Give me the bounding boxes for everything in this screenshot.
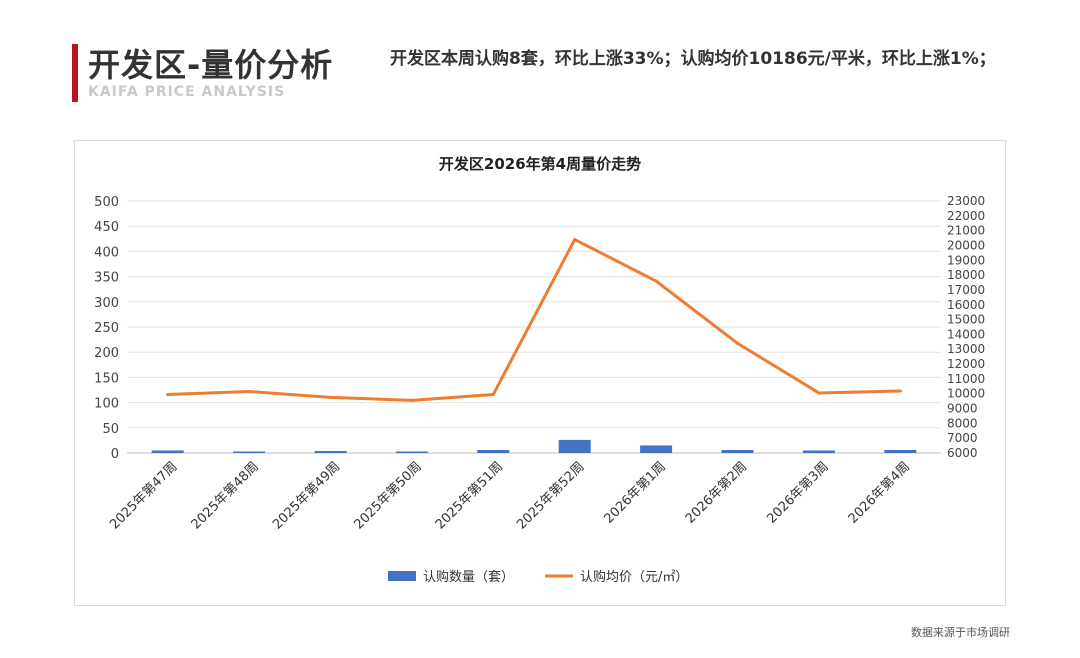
bar-3 <box>314 450 347 453</box>
y-left-tick-label: 350 <box>94 271 119 286</box>
y-left-tick-label: 450 <box>94 220 119 235</box>
y-right-tick-label: 18000 <box>947 268 985 282</box>
y-right-tick-label: 7000 <box>947 431 978 445</box>
bar-6 <box>558 439 591 453</box>
x-tick-label: 2026年第3周 <box>764 459 831 526</box>
x-tick-label: 2025年第51周 <box>433 459 506 532</box>
y-right-tick-label: 23000 <box>947 194 985 208</box>
y-left-tick-label: 500 <box>94 195 119 210</box>
y-right-tick-label: 22000 <box>947 209 985 223</box>
y-right-tick-label: 20000 <box>947 238 985 252</box>
bar-8 <box>721 449 754 453</box>
legend-label-line: 认购均价（元/㎡） <box>580 569 688 585</box>
y-left-tick-label: 150 <box>94 371 119 386</box>
price-point-5 <box>491 392 495 396</box>
price-line <box>166 238 902 402</box>
y-right-tick-label: 9000 <box>947 402 978 416</box>
y-left-tick-label: 200 <box>94 346 119 361</box>
chart-frame: 开发区2026年第4周量价走势 0 50 100 150 200 250 300 350 400 4… <box>74 140 1006 606</box>
y-right-tick-label: 21000 <box>947 224 985 238</box>
y-left-tick-label: 400 <box>94 245 119 260</box>
bar-9 <box>802 450 835 453</box>
price-point-1 <box>166 392 170 396</box>
x-tick-label: 2025年第47周 <box>107 459 180 532</box>
y-right-tick-label: 14000 <box>947 327 985 341</box>
y-left-tick-label: 100 <box>94 397 119 412</box>
y-right-tick-label: 12000 <box>947 357 985 371</box>
y-right-tick-label: 19000 <box>947 253 985 267</box>
price-point-10 <box>898 389 902 393</box>
bar-2 <box>233 451 266 453</box>
legend-swatch-bar <box>388 571 416 581</box>
x-tick-label: 2025年第52周 <box>514 459 587 532</box>
y-left-tick-label: 50 <box>102 422 119 437</box>
bar-1 <box>151 450 184 453</box>
volume-price-chart: 开发区2026年第4周量价走势 0 50 100 150 200 250 300 350 400 4… <box>94 155 985 585</box>
price-point-3 <box>329 395 332 399</box>
bar-5 <box>477 449 510 453</box>
x-tick-label: 2026年第4周 <box>846 459 913 526</box>
price-point-7 <box>654 279 658 283</box>
bar-7 <box>640 445 673 453</box>
x-tick-label: 2025年第49周 <box>270 459 343 532</box>
x-tick-label: 2025年第48周 <box>189 459 262 532</box>
bar-10 <box>884 449 917 453</box>
y-right-tick-label: 11000 <box>947 372 985 386</box>
summary-text: 开发区本周认购8套，环比上涨33%；认购均价10186元/平米，环比上涨1%； <box>390 49 996 69</box>
price-point-2 <box>247 389 251 393</box>
x-tick-label: 2026年第2周 <box>683 459 750 526</box>
y-right-tick-label: 13000 <box>947 342 985 356</box>
price-point-4 <box>410 398 414 402</box>
y-right-tick-label: 8000 <box>947 416 978 430</box>
y-right-tick-label: 15000 <box>947 313 985 327</box>
y-right-tick-label: 6000 <box>947 446 978 460</box>
page-title: 开发区-量价分析 <box>88 46 334 84</box>
y-right-tick-label: 16000 <box>947 298 985 312</box>
y-right-tick-label: 10000 <box>947 387 985 401</box>
chart-title: 开发区2026年第4周量价走势 <box>439 155 641 173</box>
y-left-tick-label: 0 <box>111 447 119 462</box>
price-point-8 <box>736 341 739 345</box>
bar-4 <box>395 451 428 453</box>
data-source-note: 数据来源于市场调研 <box>911 626 1010 639</box>
legend-label-bar: 认购数量（套） <box>423 569 514 585</box>
x-tick-label: 2026年第1周 <box>601 459 668 526</box>
y-left-tick-label: 300 <box>94 296 119 311</box>
price-point-6 <box>573 238 577 242</box>
title-accent-bar <box>72 44 78 102</box>
page-subtitle: KAIFA PRICE ANALYSIS <box>88 84 286 100</box>
y-left-tick-label: 250 <box>94 321 119 336</box>
price-point-9 <box>817 391 821 395</box>
y-right-tick-label: 17000 <box>947 283 985 297</box>
x-tick-label: 2025年第50周 <box>351 459 424 532</box>
